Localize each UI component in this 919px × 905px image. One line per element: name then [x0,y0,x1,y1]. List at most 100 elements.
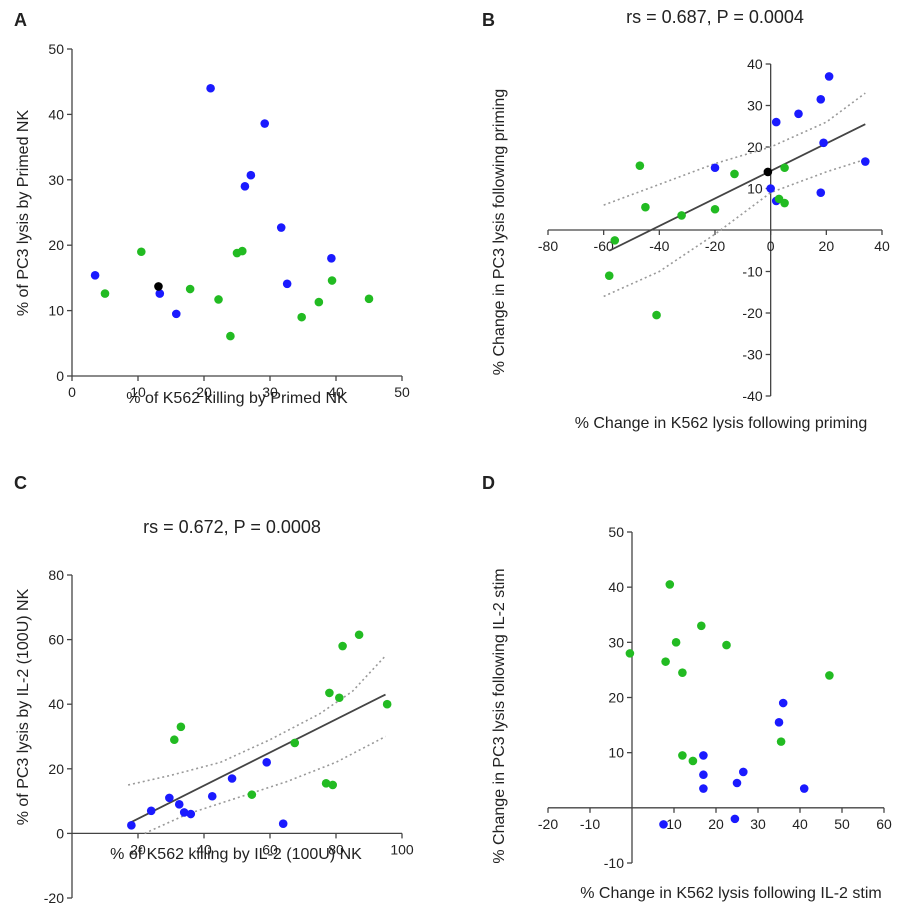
data-point-green [185,284,195,294]
ci-upper-band [603,92,866,206]
data-point-blue [732,778,742,788]
x-tick-label: 50 [394,384,410,400]
data-point-blue [794,109,803,119]
data-point-black [154,282,163,291]
data-point-blue [246,170,256,180]
data-point-green [825,671,834,680]
data-point-green [137,247,146,257]
x-tick-label: 20 [130,841,146,857]
x-tick-label: 10 [666,816,682,832]
data-point-green [661,657,670,666]
panel-c: Crs = 0.672, P = 0.0008 20 40 60 80 100 -20 0 20… [14,473,414,905]
data-point-blue [699,751,708,760]
y-tick-label: 10 [48,303,64,319]
data-point-green [722,640,731,650]
data-point-green [100,289,110,298]
regression-line [127,693,386,825]
y-tick-label: 40 [48,696,64,712]
y-tick-label: 30 [747,98,763,114]
y-tick-label: 20 [608,690,624,706]
x-tick-label: 30 [750,816,766,832]
data-point-blue [262,758,272,767]
x-axis-label: % Change in K562 lysis following IL-2 st… [580,885,881,902]
data-point-blue [165,793,174,803]
data-point-blue [276,223,286,232]
x-tick-label: 40 [792,816,808,832]
data-point-green [290,738,300,748]
data-point-green [226,331,235,341]
y-tick-label: 40 [747,56,763,72]
panel-a: A 0 10 20 30 40 50 0 10 20 30 40 50 % of K562 killing… [14,10,410,407]
data-point-green [335,693,344,703]
data-point-green [354,630,364,640]
data-point-blue [146,806,156,816]
panel-d: D -20 -10 10 20 30 40 50 60 -10 10 20 30 40 50 % Change… [482,473,892,902]
data-point-green [780,163,789,173]
ci-upper-band [127,655,387,786]
y-tick-label: -30 [742,347,762,363]
data-point-blue [730,814,740,824]
data-point-green [297,312,306,322]
data-point-blue [260,119,270,128]
data-point-blue [816,188,826,197]
panel-label: A [14,10,27,30]
data-point-green [677,211,686,220]
y-tick-label: 50 [48,41,64,57]
data-point-green [730,169,739,179]
x-axis-label: % of K562 killing by IL-2 (100U) NK [110,846,362,863]
y-tick-label: 40 [608,579,624,595]
ci-lower-band [603,158,866,298]
y-tick-label: 30 [48,172,64,188]
y-axis-label: % of PC3 lysis by IL-2 (100U) NK [15,588,32,825]
data-point-blue [699,784,708,793]
data-point-green [710,204,720,214]
x-tick-label: 60 [876,816,892,832]
data-point-blue [766,184,775,193]
data-point-blue [278,819,288,829]
data-point-blue [227,774,237,783]
data-point-blue [90,270,100,280]
data-point-blue [778,698,788,708]
x-tick-label: 10 [130,384,146,400]
y-tick-label: 50 [608,524,624,540]
y-tick-label: -20 [44,890,64,905]
panel-label: B [482,10,495,30]
data-point-blue [819,138,828,148]
data-point-blue [824,72,834,81]
data-point-blue [207,791,217,801]
x-tick-label: 20 [196,384,212,400]
x-tick-label: 50 [834,816,850,832]
data-point-green [364,294,374,304]
data-point-blue [774,718,784,727]
x-tick-label: 20 [819,238,835,254]
data-point-blue [206,83,215,93]
panel-title: rs = 0.687, P = 0.0004 [626,7,804,27]
data-point-blue [799,784,809,793]
y-tick-label: 60 [48,632,64,648]
data-point-blue [659,820,668,829]
y-tick-label: 40 [48,106,64,122]
data-point-green [610,236,620,245]
data-point-green [214,295,223,304]
data-point-green [652,310,661,320]
x-tick-label: 100 [390,841,414,857]
data-point-blue [127,821,136,830]
x-tick-label: -20 [705,238,725,254]
x-tick-label: 0 [68,384,76,400]
y-tick-label: -20 [742,305,762,321]
y-tick-label: 20 [747,139,763,155]
data-point-blue [816,94,826,104]
ci-lower-band [144,735,386,835]
data-point-green [382,699,392,709]
data-point-green [338,641,347,651]
data-point-green [678,751,687,760]
data-point-green [176,722,186,732]
data-point-blue [282,279,292,289]
x-tick-label: 60 [262,841,278,857]
data-point-green [604,271,614,280]
panel-title: rs = 0.672, P = 0.0008 [143,517,321,537]
data-point-green [327,276,337,285]
x-axis-label: % Change in K562 lysis following priming [575,415,868,432]
